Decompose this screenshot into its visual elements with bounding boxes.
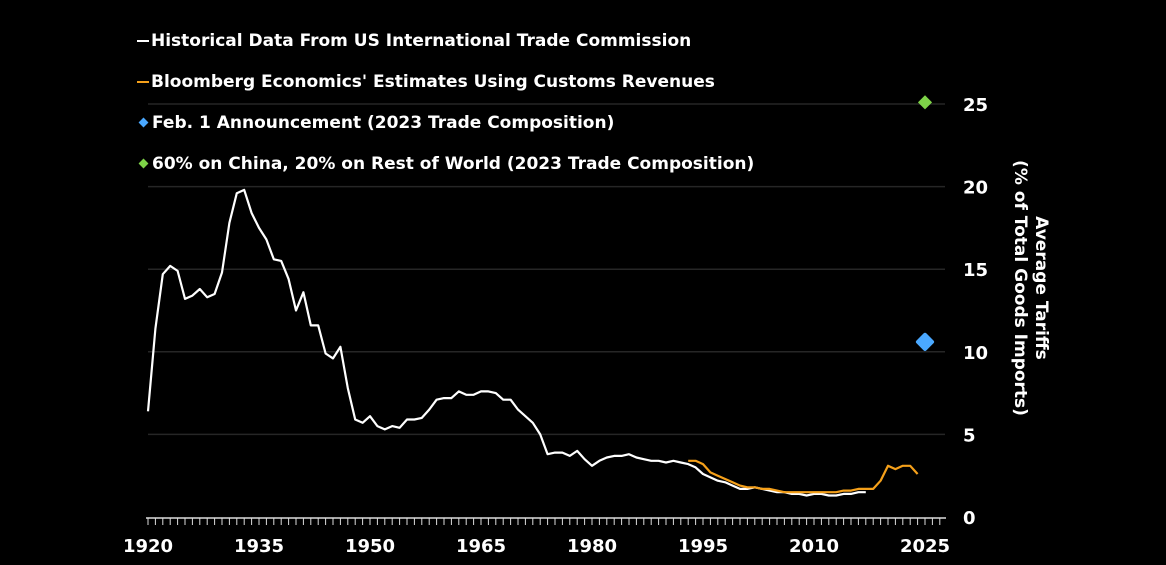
bloomberg-estimate-line — [688, 459, 919, 494]
y-axis-title: Average Tariffs (% of Total Goods Import… — [1009, 160, 1051, 416]
x-tick-label: 1920 — [123, 536, 173, 557]
x-tick-label: 2025 — [900, 536, 950, 557]
y-tick-label: 25 — [963, 95, 988, 116]
y-axis-title-line2: (% of Total Goods Imports) — [1010, 160, 1030, 416]
legend-item-historical: Historical Data From US International Tr… — [137, 20, 754, 61]
historical-line — [146, 188, 866, 497]
legend-label: Feb. 1 Announcement (2023 Trade Composit… — [152, 112, 615, 133]
legend-label: Bloomberg Economics' Estimates Using Cus… — [151, 71, 715, 92]
y-tick-label: 20 — [963, 178, 988, 199]
white-line-swatch — [137, 39, 149, 42]
x-tick-label: 1965 — [456, 536, 506, 557]
legend-item-feb1: Feb. 1 Announcement (2023 Trade Composit… — [137, 102, 754, 143]
china60-scenario-marker — [917, 95, 933, 110]
legend-label: Historical Data From US International Tr… — [151, 30, 692, 51]
x-tick-label: 2010 — [789, 536, 839, 557]
y-tick-label: 10 — [963, 343, 988, 364]
y-tick-label: 15 — [963, 260, 988, 281]
orange-line-swatch — [137, 80, 149, 83]
legend-label: 60% on China, 20% on Rest of World (2023… — [152, 153, 755, 174]
feb1-announcement-marker — [915, 332, 935, 351]
x-tick-label: 1935 — [234, 536, 284, 557]
legend: Historical Data From US International Tr… — [137, 20, 754, 184]
x-tick-label: 1980 — [567, 536, 617, 557]
y-axis-title-line1: Average Tariffs — [1031, 216, 1051, 360]
y-tick-label: 5 — [963, 425, 976, 446]
legend-item-china60: 60% on China, 20% on Rest of World (2023… — [137, 143, 754, 184]
x-tick-label: 1995 — [678, 536, 728, 557]
legend-item-bloomberg: Bloomberg Economics' Estimates Using Cus… — [137, 61, 754, 102]
y-tick-label: 0 — [963, 508, 976, 529]
x-tick-label: 1950 — [345, 536, 395, 557]
